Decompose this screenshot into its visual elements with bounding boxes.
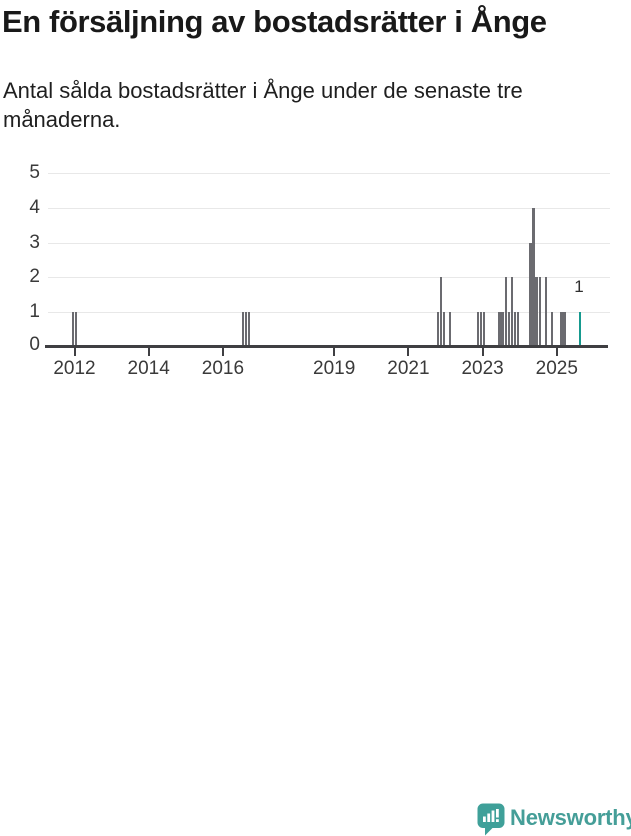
chart-subtitle: Antal sålda bostadsrätter i Ånge under d…: [3, 78, 523, 132]
x-axis-tick-2012: [73, 345, 76, 356]
bar-2016-09: [247, 311, 251, 345]
gridline-2: [48, 277, 610, 279]
gridline-4: [48, 207, 610, 209]
bar-2023-01: [482, 311, 486, 345]
bar-2024-05: [532, 207, 535, 345]
x-axis-tick-2019: [333, 345, 336, 356]
x-axis-tick-2025: [555, 345, 558, 356]
bar-2021-10: [436, 311, 440, 345]
bar-2024-09: [544, 277, 548, 345]
bar-2016-07: [241, 311, 245, 345]
bar-2011-12: [71, 311, 75, 345]
bar-2023-06: [498, 311, 501, 345]
bar-2023-08: [504, 277, 508, 345]
bar-2023-09: [507, 311, 511, 345]
bar-highlight-2025-08: [578, 311, 582, 345]
x-axis-label-2019: 2019: [313, 358, 356, 379]
y-axis-label-4: 4: [29, 196, 40, 218]
bar-2024-11: [550, 311, 554, 345]
x-axis-label-2023: 2023: [461, 358, 504, 379]
bar-2024-04: [529, 242, 532, 345]
bar-2025-02: [560, 311, 563, 345]
x-axis-label-2012: 2012: [53, 358, 96, 379]
y-axis-label-3: 3: [29, 231, 40, 253]
bar-2023-11: [513, 311, 517, 345]
x-axis-baseline: [45, 345, 608, 348]
bar-2021-12: [442, 311, 446, 345]
gridline-5: [48, 173, 610, 175]
x-axis-label-2025: 2025: [535, 358, 578, 379]
x-axis-label-2016: 2016: [201, 358, 245, 379]
gridline-1: [48, 311, 610, 313]
brand-name: Newsworthy: [510, 805, 631, 830]
bar-2023-07: [501, 311, 504, 345]
y-axis-label-5: 5: [29, 162, 40, 184]
y-axis-label-1: 1: [29, 300, 40, 322]
bar-2012-01: [74, 311, 78, 345]
bar-2024-07: [538, 277, 542, 345]
highlight-value-label: 1: [574, 277, 584, 296]
bar-2022-12: [479, 311, 483, 345]
y-axis-label-2: 2: [29, 266, 40, 288]
x-axis-tick-2021: [407, 345, 410, 356]
plot-area: 0 1 2 3 4 5 2012 2014 2016 2019 2021 2023 2025 1: [0, 0, 631, 400]
x-axis-tick-2023: [481, 345, 484, 356]
newsworthy-logo-icon: [477, 803, 505, 836]
brand-footer: Newsworthy: [0, 400, 631, 836]
x-axis-label-2014: 2014: [127, 358, 170, 379]
x-axis-tick-2014: [147, 345, 150, 356]
bar-2023-10: [510, 277, 514, 345]
bar-2022-02: [448, 311, 452, 345]
chart-title: En försäljning av bostadsrätter i Ånge: [2, 4, 547, 39]
bar-2016-08: [244, 311, 248, 345]
bar-2021-11: [439, 277, 443, 345]
x-axis-tick-2016: [221, 345, 224, 356]
bar-2024-06: [535, 277, 538, 345]
x-axis-label-2021: 2021: [387, 358, 430, 379]
bar-2025-03: [563, 311, 566, 345]
bar-2022-11: [476, 311, 480, 345]
gridline-3: [48, 242, 610, 244]
y-axis-label-0: 0: [29, 334, 40, 355]
bar-2023-12: [516, 311, 520, 345]
